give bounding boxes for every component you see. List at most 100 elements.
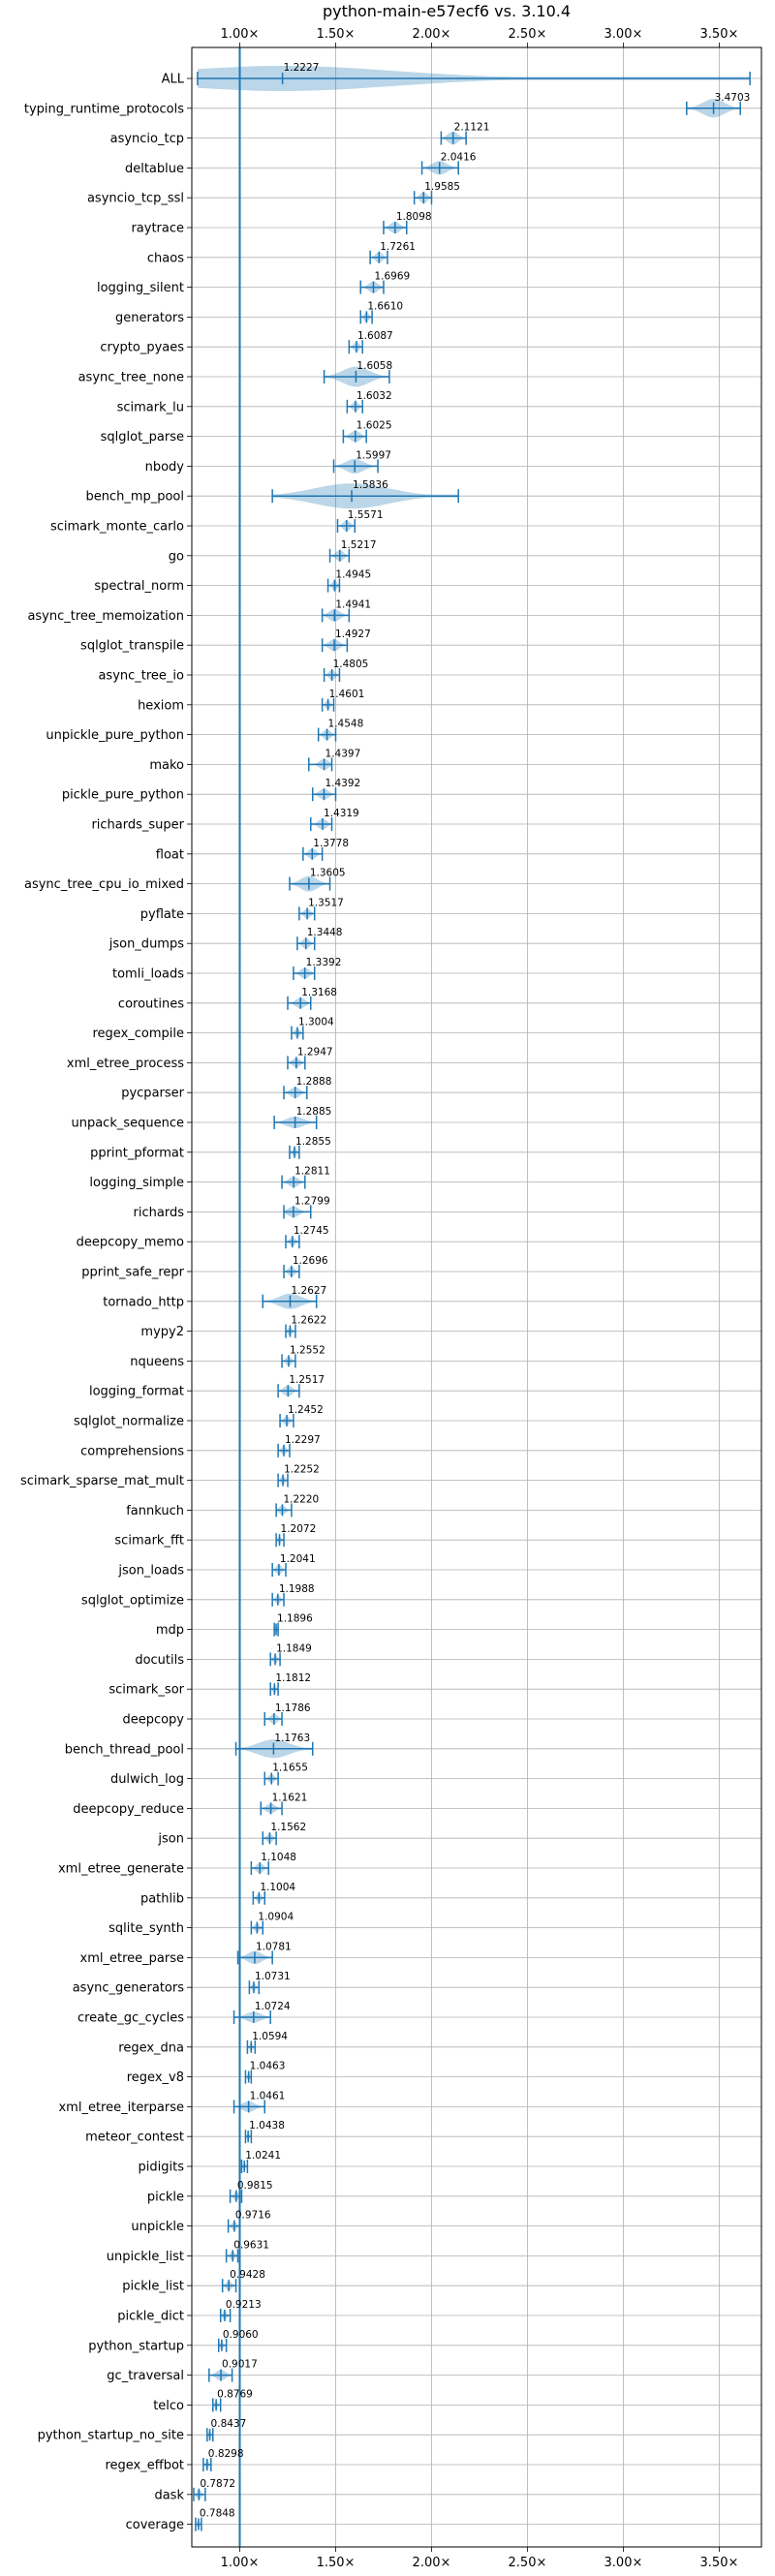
x-tick-label-top: 2.00×	[413, 27, 451, 42]
value-label: 1.0438	[249, 2120, 285, 2131]
violin-create_gc_cycles	[232, 2010, 271, 2024]
value-label: 1.4392	[325, 778, 360, 789]
benchmark-label: regex_effbot	[105, 2459, 184, 2473]
benchmark-label: scimark_fft	[114, 1534, 184, 1549]
value-label: 1.5836	[353, 479, 388, 491]
value-label: 1.2452	[288, 1404, 324, 1416]
value-label: 1.2627	[292, 1285, 327, 1297]
value-label: 1.3168	[301, 987, 337, 998]
violin-richards	[283, 1205, 312, 1219]
x-tick-label-bottom: 2.00×	[413, 2556, 451, 2570]
violin-telco	[212, 2398, 222, 2412]
violin-unpickle_list	[225, 2249, 239, 2263]
violin-pickle	[229, 2189, 243, 2203]
violin-python_startup	[217, 2338, 228, 2352]
violin-pprint_safe_repr	[283, 1265, 300, 1278]
value-label: 1.3004	[298, 1017, 334, 1028]
value-label: 1.9585	[424, 181, 460, 193]
violin-async_generators	[248, 1980, 261, 1995]
benchmark-label: pickle_pure_python	[62, 788, 184, 803]
x-tick-label-top: 1.00×	[221, 27, 260, 42]
benchmark-label: dulwich_log	[110, 1772, 184, 1787]
benchmark-label: xml_etree_generate	[58, 1862, 184, 1877]
value-label: 0.9428	[230, 2269, 265, 2281]
violin-unpickle	[227, 2219, 241, 2233]
violin-async_tree_io	[323, 668, 341, 682]
benchmark-label: scimark_sparse_mat_mult	[20, 1474, 184, 1488]
violin-async_tree_cpu_io_mixed	[289, 875, 331, 892]
violin-layer	[193, 47, 751, 2547]
value-label: 1.1621	[272, 1792, 308, 1803]
value-label: 1.4805	[333, 659, 369, 670]
violin-sqlglot_parse	[342, 429, 367, 444]
value-label: 0.9815	[237, 2180, 273, 2192]
benchmark-label: nbody	[145, 460, 185, 475]
violin-pidigits	[240, 2160, 249, 2173]
violin-json_dumps	[296, 936, 316, 951]
value-label: 0.9213	[226, 2299, 262, 2311]
benchmark-label: unpickle_pure_python	[46, 728, 184, 743]
benchmark-label: dask	[154, 2488, 184, 2502]
violin-dask	[193, 2487, 206, 2501]
violin-scimark_sor	[269, 1682, 279, 1697]
violin-deepcopy_reduce	[260, 1801, 283, 1816]
value-label: 1.1988	[279, 1583, 315, 1595]
benchmark-label: bench_mp_pool	[85, 490, 184, 505]
value-label: 2.1121	[454, 122, 490, 134]
x-tick-label-bottom: 1.00×	[221, 2556, 260, 2570]
value-label: 1.2220	[283, 1493, 319, 1505]
violin-scimark_sparse_mat_mult	[277, 1473, 289, 1487]
violin-tomli_loads	[293, 966, 316, 980]
benchmark-label: pyflate	[140, 907, 184, 922]
value-label: 1.4319	[324, 808, 359, 819]
value-label: 0.7848	[200, 2508, 235, 2520]
value-label: 1.2227	[284, 62, 320, 74]
x-tick-label-bottom: 3.50×	[700, 2556, 739, 2570]
violin-xml_etree_iterparse	[232, 2100, 265, 2114]
value-label: 1.8098	[396, 211, 432, 223]
value-label: 1.2252	[284, 1464, 320, 1476]
benchmark-label: chaos	[147, 251, 184, 265]
value-label: 1.0594	[252, 2031, 288, 2042]
violin-crypto_pyaes	[348, 340, 363, 354]
value-label: 1.3778	[313, 838, 349, 849]
benchmark-label: pickle_list	[122, 2280, 184, 2294]
violin-nbody	[332, 458, 379, 474]
benchmark-label: unpack_sequence	[71, 1117, 184, 1131]
label-layer: 1.2227 3.4703 2.1121 2.0416 1.9585 1.8098 1.72…	[200, 62, 750, 2520]
violin-mdp	[273, 1622, 279, 1637]
benchmark-label: nqueens	[130, 1355, 184, 1369]
violin-pathlib	[252, 1890, 265, 1905]
value-label: 1.6032	[356, 390, 392, 402]
benchmark-label: meteor_contest	[85, 2131, 184, 2145]
violin-pickle_list	[221, 2279, 237, 2293]
violin-docutils	[269, 1652, 281, 1667]
violin-spectral_norm	[326, 578, 341, 593]
value-label: 1.3605	[310, 868, 346, 879]
value-label: 1.2517	[289, 1374, 325, 1386]
violin-python_startup_no_site	[206, 2428, 214, 2442]
value-label: 1.2696	[293, 1255, 328, 1267]
grid-layer	[192, 47, 761, 2547]
violin-deltablue	[420, 161, 459, 175]
violin-regex_v8	[244, 2070, 253, 2084]
value-label: 1.4945	[335, 569, 371, 581]
value-label: 1.4397	[326, 748, 361, 759]
benchmark-label: unpickle_list	[107, 2250, 184, 2264]
benchmark-label: async_generators	[73, 1981, 185, 1996]
x-tick-label-bottom: 1.50×	[317, 2556, 356, 2570]
benchmark-label: asyncio_tcp_ssl	[87, 192, 184, 206]
value-label: 1.0463	[250, 2061, 286, 2072]
benchmark-label: go	[169, 549, 184, 564]
benchmark-label: regex_dna	[118, 2040, 184, 2055]
violin-logging_format	[277, 1384, 300, 1398]
value-label: 1.0461	[250, 2090, 286, 2101]
x-tick-label-top: 2.50×	[509, 27, 547, 42]
violin-typing_runtime_protocols	[686, 99, 741, 118]
value-label: 0.9631	[233, 2239, 269, 2251]
value-label: 1.2811	[294, 1166, 330, 1178]
violin-mako	[308, 757, 333, 772]
violin-ALL	[197, 66, 751, 91]
violin-xml_etree_parse	[236, 1950, 273, 1965]
benchmark-label: tomli_loads	[112, 967, 184, 982]
